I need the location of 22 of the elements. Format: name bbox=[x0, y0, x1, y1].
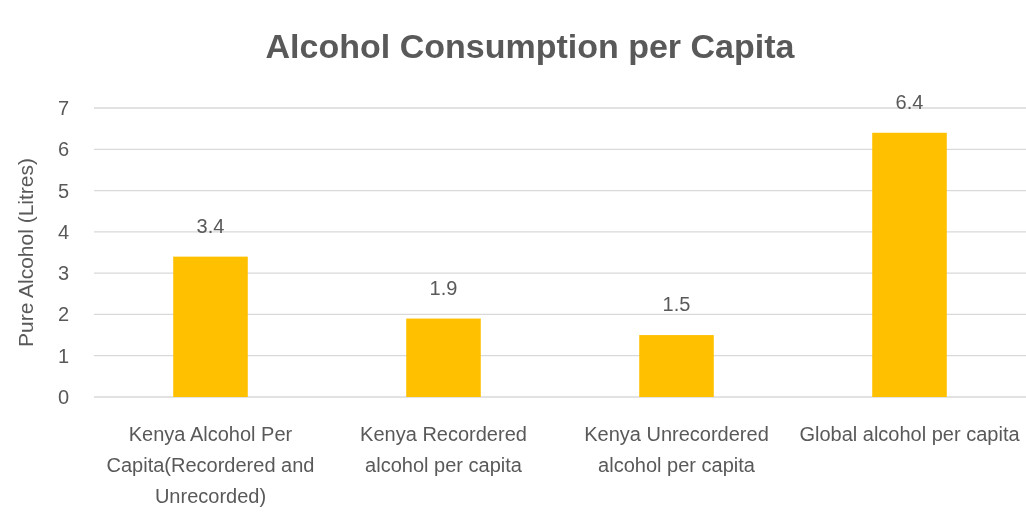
y-tick-label: 1 bbox=[57, 344, 69, 367]
x-tick-label: Kenya Unrecordered alcohol per capita bbox=[584, 423, 769, 476]
bar bbox=[639, 335, 714, 397]
data-label: 1.9 bbox=[429, 276, 458, 299]
y-axis-title: Pure Alcohol (Litres) bbox=[14, 157, 37, 348]
data-label: 1.5 bbox=[662, 293, 691, 316]
y-tick-label: 0 bbox=[57, 386, 69, 408]
bar bbox=[872, 132, 947, 397]
x-tick-label: Kenya Recordered alcohol per capita bbox=[360, 423, 527, 476]
x-tick-label: Global alcohol per capita bbox=[799, 423, 1021, 445]
y-tick-label: 6 bbox=[57, 138, 69, 161]
bar bbox=[406, 318, 481, 397]
bar bbox=[173, 256, 248, 397]
y-tick-label: 4 bbox=[57, 220, 69, 243]
data-label: 6.4 bbox=[895, 90, 924, 113]
y-tick-label: 5 bbox=[57, 179, 69, 202]
x-tick-label: Kenya Alcohol Per Capita(Recordered and Unrecorded) bbox=[106, 423, 315, 507]
y-tick-label: 2 bbox=[57, 303, 69, 326]
chart-title: Alcohol Consumption per Capita bbox=[265, 27, 796, 65]
y-tick-label: 3 bbox=[57, 262, 69, 285]
data-label: 3.4 bbox=[196, 214, 225, 237]
y-tick-label: 7 bbox=[57, 97, 69, 119]
